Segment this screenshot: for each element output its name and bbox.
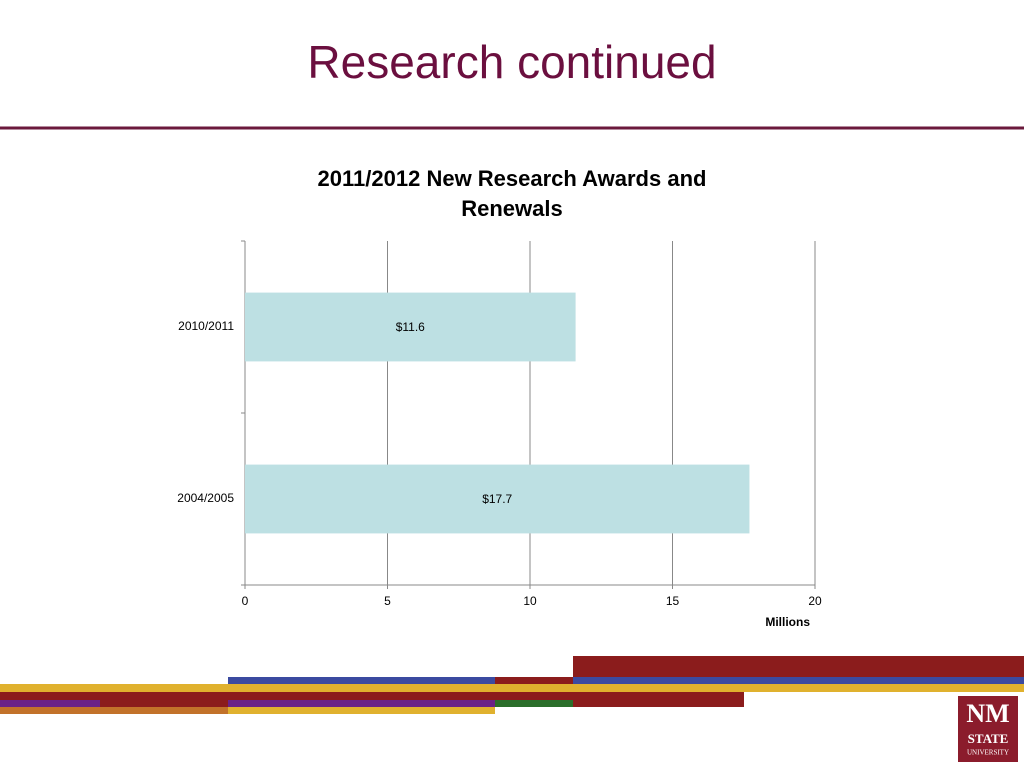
logo-text: UNIVERSITY bbox=[967, 749, 1009, 757]
x-tick-label: 10 bbox=[523, 594, 537, 608]
data-label: $17.7 bbox=[482, 492, 512, 506]
x-tick-label: 5 bbox=[384, 594, 391, 608]
y-tick-label: 2004/2005 bbox=[177, 491, 234, 505]
y-tick-label: 2010/2011 bbox=[178, 319, 234, 333]
bar bbox=[245, 292, 576, 362]
x-axis-label: Millions bbox=[765, 615, 810, 629]
x-tick-label: 15 bbox=[666, 594, 680, 608]
logo-text: STATE bbox=[968, 731, 1009, 746]
logo: NM STATE UNIVERSITY bbox=[958, 696, 1018, 762]
slide-title: Research continued bbox=[307, 36, 716, 88]
chart-title: 2011/2012 New Research Awards and Renewal… bbox=[318, 166, 707, 221]
data-label: $11.6 bbox=[396, 320, 425, 334]
x-tick-label: 0 bbox=[242, 594, 249, 608]
logo-text: NM bbox=[966, 699, 1009, 728]
bar bbox=[245, 464, 750, 534]
x-tick-label: 20 bbox=[808, 594, 822, 608]
chart: 2011/2012 New Research Awards and Renewal… bbox=[177, 166, 822, 629]
logo-box bbox=[958, 696, 1018, 762]
footer-stripes bbox=[0, 656, 1024, 714]
